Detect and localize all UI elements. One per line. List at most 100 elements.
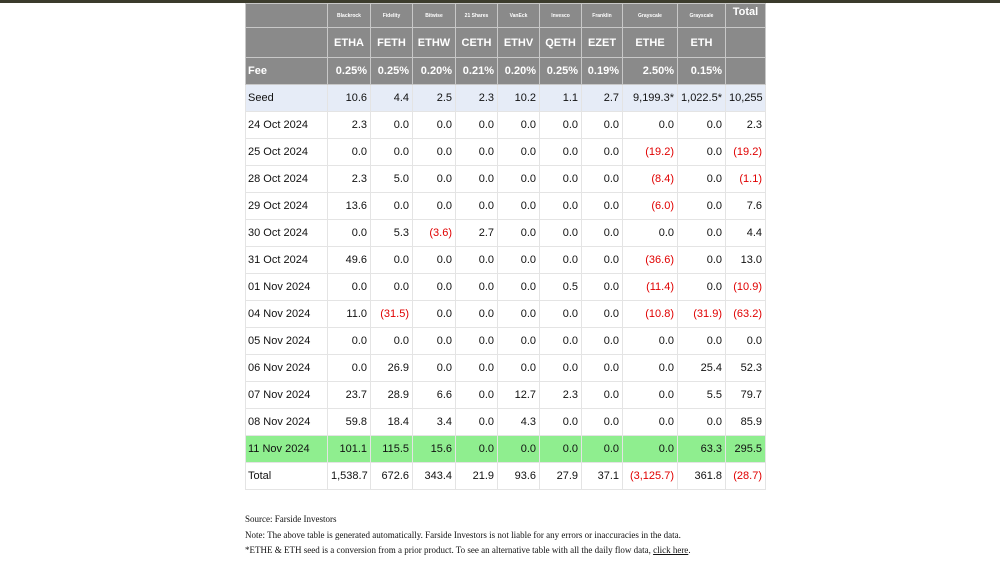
total-cell: 52.3 bbox=[725, 354, 766, 382]
flow-cell: 0.0 bbox=[455, 381, 498, 409]
flow-row: 30 Oct 2024 0.0 5.3 (3.6) 2.7 0.0 0.0 0.0 0.0 0.0… bbox=[245, 219, 766, 247]
flow-cell: 0.0 bbox=[622, 111, 678, 139]
flow-cell: 0.0 bbox=[497, 327, 540, 355]
total-cell: 4.4 bbox=[725, 219, 766, 247]
flow-cell: (6.0) bbox=[622, 192, 678, 220]
flow-cell: 0.0 bbox=[581, 165, 623, 193]
flow-cell: 10.6 bbox=[327, 84, 371, 112]
flow-row: 04 Nov 2024 11.0 (31.5) 0.0 0.0 0.0 0.0 0.0 (10.… bbox=[245, 300, 766, 328]
flow-cell: 12.7 bbox=[497, 381, 540, 409]
flow-row: 08 Nov 2024 59.8 18.4 3.4 0.0 4.3 0.0 0.0 0.0 0.0… bbox=[245, 408, 766, 436]
flow-cell: 0.0 bbox=[677, 327, 726, 355]
flow-cell: 26.9 bbox=[370, 354, 413, 382]
fee-label: Fee bbox=[245, 57, 328, 85]
flow-cell: (10.8) bbox=[622, 300, 678, 328]
total-cell: (1.1) bbox=[725, 165, 766, 193]
flow-cell: 0.0 bbox=[539, 354, 582, 382]
click-here-link[interactable]: click here bbox=[653, 545, 689, 555]
flow-cell: 0.0 bbox=[539, 219, 582, 247]
row-label: 06 Nov 2024 bbox=[245, 354, 328, 382]
flows-table: Blackrock Fidelity Bitwise 21 Shares VanEck I… bbox=[245, 3, 766, 490]
flow-cell: 0.0 bbox=[677, 165, 726, 193]
flow-cell: 0.0 bbox=[412, 111, 456, 139]
flow-cell: 0.0 bbox=[581, 435, 623, 463]
flow-cell: 0.0 bbox=[622, 354, 678, 382]
flow-cell: 0.0 bbox=[327, 354, 371, 382]
flow-cell: 93.6 bbox=[497, 462, 540, 490]
flow-cell: 4.3 bbox=[497, 408, 540, 436]
flow-cell: 0.0 bbox=[677, 219, 726, 247]
flow-cell: 0.0 bbox=[497, 192, 540, 220]
flow-cell: 2.3 bbox=[455, 84, 498, 112]
ticker: ETH bbox=[677, 27, 726, 58]
fee: 0.25% bbox=[539, 57, 582, 85]
flow-cell: 0.0 bbox=[497, 246, 540, 274]
flow-cell: 0.0 bbox=[412, 273, 456, 301]
flow-cell: 1,538.7 bbox=[327, 462, 371, 490]
flow-cell: (11.4) bbox=[622, 273, 678, 301]
flow-cell: 0.0 bbox=[622, 381, 678, 409]
flow-cell: 0.0 bbox=[497, 219, 540, 247]
flow-cell: 63.3 bbox=[677, 435, 726, 463]
row-label: 01 Nov 2024 bbox=[245, 273, 328, 301]
ticker: QETH bbox=[539, 27, 582, 58]
fee: 0.20% bbox=[412, 57, 456, 85]
flow-cell: 25.4 bbox=[677, 354, 726, 382]
row-label: 07 Nov 2024 bbox=[245, 381, 328, 409]
flow-cell: 0.0 bbox=[539, 165, 582, 193]
issuer-name: VanEck bbox=[497, 3, 540, 28]
flow-row: 28 Oct 2024 2.3 5.0 0.0 0.0 0.0 0.0 0.0 (8.4) 0.0… bbox=[245, 165, 766, 193]
total-cell: 85.9 bbox=[725, 408, 766, 436]
flow-row: 07 Nov 2024 23.7 28.9 6.6 0.0 12.7 2.3 0.0 0.0 5.… bbox=[245, 381, 766, 409]
flow-cell: 0.0 bbox=[327, 219, 371, 247]
flow-cell: 0.0 bbox=[539, 327, 582, 355]
flow-cell: 343.4 bbox=[412, 462, 456, 490]
issuer-name: Fidelity bbox=[370, 3, 413, 28]
row-label: 25 Oct 2024 bbox=[245, 138, 328, 166]
flow-cell: (31.5) bbox=[370, 300, 413, 328]
flow-row: Total 1,538.7 672.6 343.4 21.9 93.6 27.9 37.1 (3… bbox=[245, 462, 766, 490]
row-label: 31 Oct 2024 bbox=[245, 246, 328, 274]
row-label: Seed bbox=[245, 84, 328, 112]
flow-cell: 0.0 bbox=[622, 435, 678, 463]
total-cell: 7.6 bbox=[725, 192, 766, 220]
footer: Source: Farside Investors Note: The abov… bbox=[245, 512, 691, 559]
fee: 0.19% bbox=[581, 57, 623, 85]
flow-cell: (36.6) bbox=[622, 246, 678, 274]
total-cell: 10,255 bbox=[725, 84, 766, 112]
flow-cell: 0.0 bbox=[455, 246, 498, 274]
flow-cell: 0.0 bbox=[370, 111, 413, 139]
issuer-name: Grayscale bbox=[677, 3, 726, 28]
flow-cell: 0.0 bbox=[622, 408, 678, 436]
flow-cell: 0.0 bbox=[677, 111, 726, 139]
flow-cell: (31.9) bbox=[677, 300, 726, 328]
flow-cell: 361.8 bbox=[677, 462, 726, 490]
flow-row: 05 Nov 2024 0.0 0.0 0.0 0.0 0.0 0.0 0.0 0.0 0.0 0.… bbox=[245, 327, 766, 355]
flow-cell: 0.0 bbox=[497, 138, 540, 166]
issuer-row: Blackrock Fidelity Bitwise 21 Shares VanEck I… bbox=[245, 3, 766, 28]
issuer-name: Invesco bbox=[539, 3, 582, 28]
flow-cell: 9,199.3* bbox=[622, 84, 678, 112]
flow-cell: 101.1 bbox=[327, 435, 371, 463]
blank-cell bbox=[725, 57, 766, 85]
total-cell: 295.5 bbox=[725, 435, 766, 463]
flow-cell: 0.0 bbox=[539, 138, 582, 166]
flow-row: 24 Oct 2024 2.3 0.0 0.0 0.0 0.0 0.0 0.0 0.0 0.0 2.… bbox=[245, 111, 766, 139]
flow-cell: 0.0 bbox=[412, 192, 456, 220]
note-line: Note: The above table is generated autom… bbox=[245, 529, 681, 540]
flow-cell: 0.0 bbox=[370, 192, 413, 220]
flow-cell: 0.0 bbox=[455, 327, 498, 355]
flow-cell: 11.0 bbox=[327, 300, 371, 328]
flow-cell: 2.3 bbox=[539, 381, 582, 409]
flow-cell: 0.0 bbox=[370, 273, 413, 301]
flow-cell: 0.0 bbox=[581, 138, 623, 166]
issuer-name: Bitwise bbox=[412, 3, 456, 28]
link-end: . bbox=[688, 545, 691, 555]
total-cell: (63.2) bbox=[725, 300, 766, 328]
flow-cell: 0.0 bbox=[497, 165, 540, 193]
flow-cell: 0.0 bbox=[677, 138, 726, 166]
row-label: 05 Nov 2024 bbox=[245, 327, 328, 355]
ticker: ETHV bbox=[497, 27, 540, 58]
flow-cell: 15.6 bbox=[412, 435, 456, 463]
flow-cell: 13.6 bbox=[327, 192, 371, 220]
